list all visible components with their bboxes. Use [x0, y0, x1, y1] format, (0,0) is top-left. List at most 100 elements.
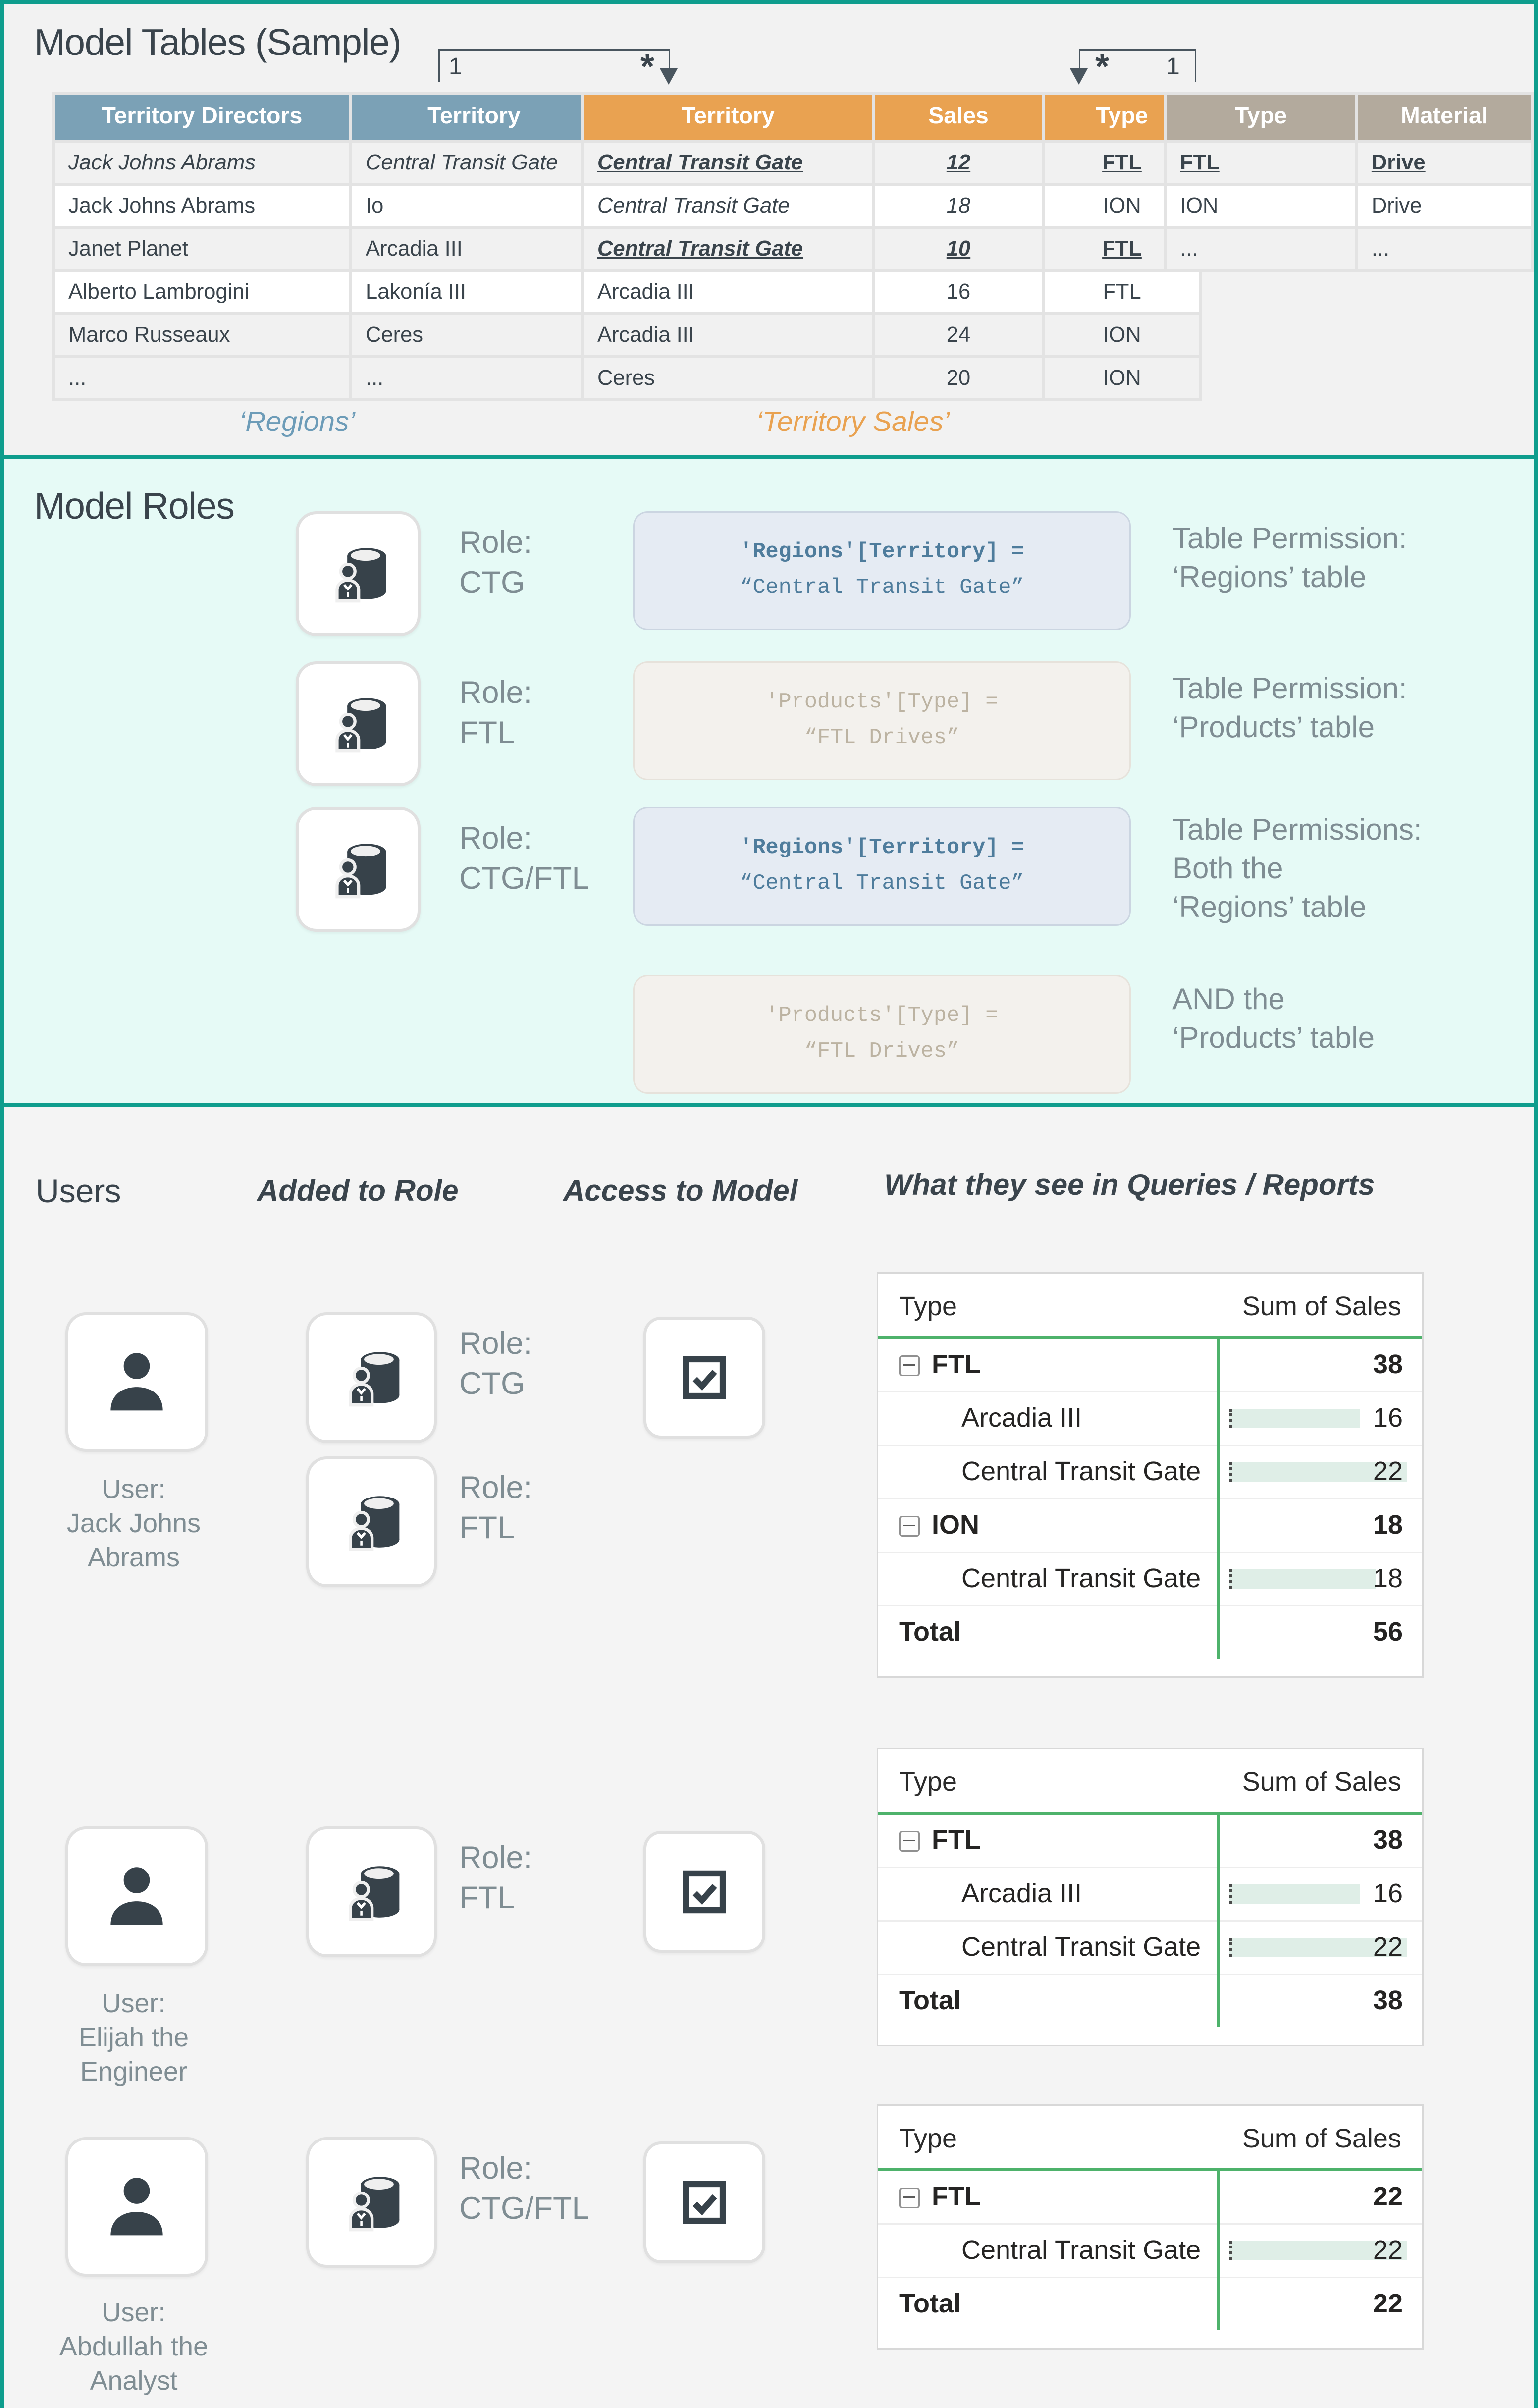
user-name-label: User: Jack Johns Abrams: [66, 1474, 201, 1572]
table-permission-label: AND the ‘Products’ table: [1172, 984, 1375, 1055]
table-cell: ION: [1167, 186, 1355, 226]
report-row-label: Central Transit Gate: [961, 2235, 1201, 2265]
regions-table: Territory Directors Territory Jack Johns A…: [52, 92, 599, 401]
table-row: Alberto Lambrogini Lakonía III: [55, 272, 596, 312]
report-header: Type Sum of Sales: [878, 1274, 1422, 1339]
role-label: Role: FTL: [459, 1471, 532, 1546]
report-row-value: 38: [1373, 1825, 1403, 1855]
role-label: Role: FTL: [459, 1841, 532, 1916]
arrow-down-icon: [660, 68, 678, 85]
role-card: [306, 1312, 437, 1443]
collapse-icon[interactable]: [899, 1515, 920, 1536]
role-database-icon: [335, 548, 386, 603]
column-header-added-to-role: Added to Role: [257, 1176, 459, 1208]
report-row: Central Transit Gate 22: [878, 1445, 1422, 1498]
column-header-what-they-see: What they see in Queries / Reports: [884, 1170, 1375, 1202]
table-cell: 18: [875, 186, 1042, 226]
report-row-value: 38: [1373, 1349, 1403, 1379]
table-row: Jack Johns Abrams Io: [55, 186, 596, 226]
section-title-model-tables: Model Tables (Sample): [34, 22, 402, 64]
role-database-icon: [335, 844, 386, 899]
column-header: Sales: [875, 95, 1042, 140]
table-cell: ION: [1045, 315, 1199, 355]
relationship-line: [669, 49, 670, 68]
table-row: ......: [55, 358, 596, 398]
report-col-type: Type: [899, 1291, 957, 1321]
report-row-value: 16: [1373, 1403, 1403, 1433]
table-cell: Central Transit Gate: [584, 186, 872, 226]
model-tables-section: Model Tables (Sample) 1 * * 1 Territory …: [4, 4, 1534, 455]
report-row-label: Arcadia III: [961, 1403, 1082, 1433]
role-card: [306, 1456, 437, 1587]
role-database-icon: [335, 698, 386, 753]
table-row: Ceres 20 ION: [584, 358, 1199, 398]
report-row: Arcadia III 16: [878, 1391, 1422, 1445]
table-row: Janet Planet Arcadia III: [55, 229, 596, 269]
collapse-icon[interactable]: [899, 2187, 920, 2208]
dax-filter-expression: 'Regions'[Territory] = “Central Transit …: [633, 511, 1131, 630]
table-cell: Arcadia III: [584, 272, 872, 312]
dax-filter-expression: 'Regions'[Territory] = “Central Transit …: [633, 807, 1131, 926]
table-cell: 20: [875, 358, 1042, 398]
role-card: [296, 661, 421, 786]
report-row: Central Transit Gate 22: [878, 1920, 1422, 1974]
relationship-line: [1195, 49, 1196, 82]
report-row-label: FTL: [932, 1349, 981, 1379]
role-label: Role: CTG/FTL: [459, 2152, 589, 2226]
table-cell: Central Transit Gate: [584, 229, 872, 269]
table-cell: 10: [875, 229, 1042, 269]
report-row-value: 22: [1373, 2289, 1403, 2318]
model-roles-section: Model Roles Role: CTG 'Regions'[Territor…: [4, 455, 1534, 1107]
column-header-users: Users: [36, 1173, 121, 1210]
territory-sales-table: Territory Sales Type Central Transit Gate 12…: [581, 92, 1202, 401]
table-row: Arcadia III 24 ION: [584, 315, 1199, 355]
report-row: Total 22: [878, 2277, 1422, 2330]
table-row: ION Drive: [1167, 186, 1531, 226]
data-bar: [1229, 1569, 1376, 1589]
data-bar: [1229, 1884, 1360, 1904]
report-row-label: Total: [899, 1985, 961, 2015]
user-card: [65, 1826, 208, 1966]
collapse-icon[interactable]: [899, 1354, 920, 1376]
column-header-access-to-model: Access to Model: [563, 1176, 798, 1208]
access-checkbox[interactable]: [643, 1831, 765, 1953]
data-bar: [1229, 2241, 1407, 2260]
report-row-label: Arcadia III: [961, 1878, 1082, 1908]
report-row: Central Transit Gate 22: [878, 2223, 1422, 2277]
users-section: Users Added to Role Access to Model What…: [4, 1107, 1534, 2408]
cardinality-one-label: 1: [1167, 55, 1180, 80]
report-col-type: Type: [899, 2124, 957, 2153]
user-card: [65, 2137, 208, 2277]
report-col-sum-of-sales: Sum of Sales: [1242, 2124, 1401, 2153]
role-card: [306, 1826, 437, 1957]
role-database-icon: [349, 1352, 400, 1407]
sales-table-label: ‘Territory Sales’: [756, 407, 950, 438]
report-row-value: 56: [1373, 1617, 1403, 1647]
role-label: Role: CTG: [459, 1327, 532, 1401]
report-matrix: Type Sum of Sales FTL 38 Arcadia III 16 Centra…: [877, 1748, 1424, 2046]
table-cell: Drive: [1358, 143, 1531, 183]
column-header: Type: [1167, 95, 1355, 140]
arrow-down-icon: [1070, 68, 1088, 85]
report-row-label: Central Transit Gate: [961, 1932, 1201, 1962]
report-col-sum-of-sales: Sum of Sales: [1242, 1291, 1401, 1321]
table-permission-label: Table Permissions: Both the ‘Regions’ ta…: [1172, 814, 1422, 924]
table-cell: ...: [1358, 229, 1531, 269]
column-header: Territory Directors: [55, 95, 349, 140]
column-header: Territory: [352, 95, 596, 140]
role-card: [306, 2137, 437, 2268]
table-cell: 24: [875, 315, 1042, 355]
role-card: [296, 511, 421, 636]
access-checkbox[interactable]: [643, 2141, 765, 2263]
collapse-icon[interactable]: [899, 1830, 920, 1851]
products-table: Type Material FTL Drive ION Drive......: [1164, 92, 1534, 272]
person-icon: [110, 1867, 163, 1925]
table-permission-label: Table Permission: ‘Regions’ table: [1172, 523, 1407, 594]
report-row: Total 56: [878, 1605, 1422, 1659]
section-title-model-roles: Model Roles: [34, 486, 235, 528]
person-icon: [110, 2178, 163, 2236]
table-cell: Lakonía III: [352, 272, 596, 312]
report-row-value: 18: [1373, 1510, 1403, 1540]
access-checkbox[interactable]: [643, 1317, 765, 1439]
report-row-label: Total: [899, 2289, 961, 2318]
